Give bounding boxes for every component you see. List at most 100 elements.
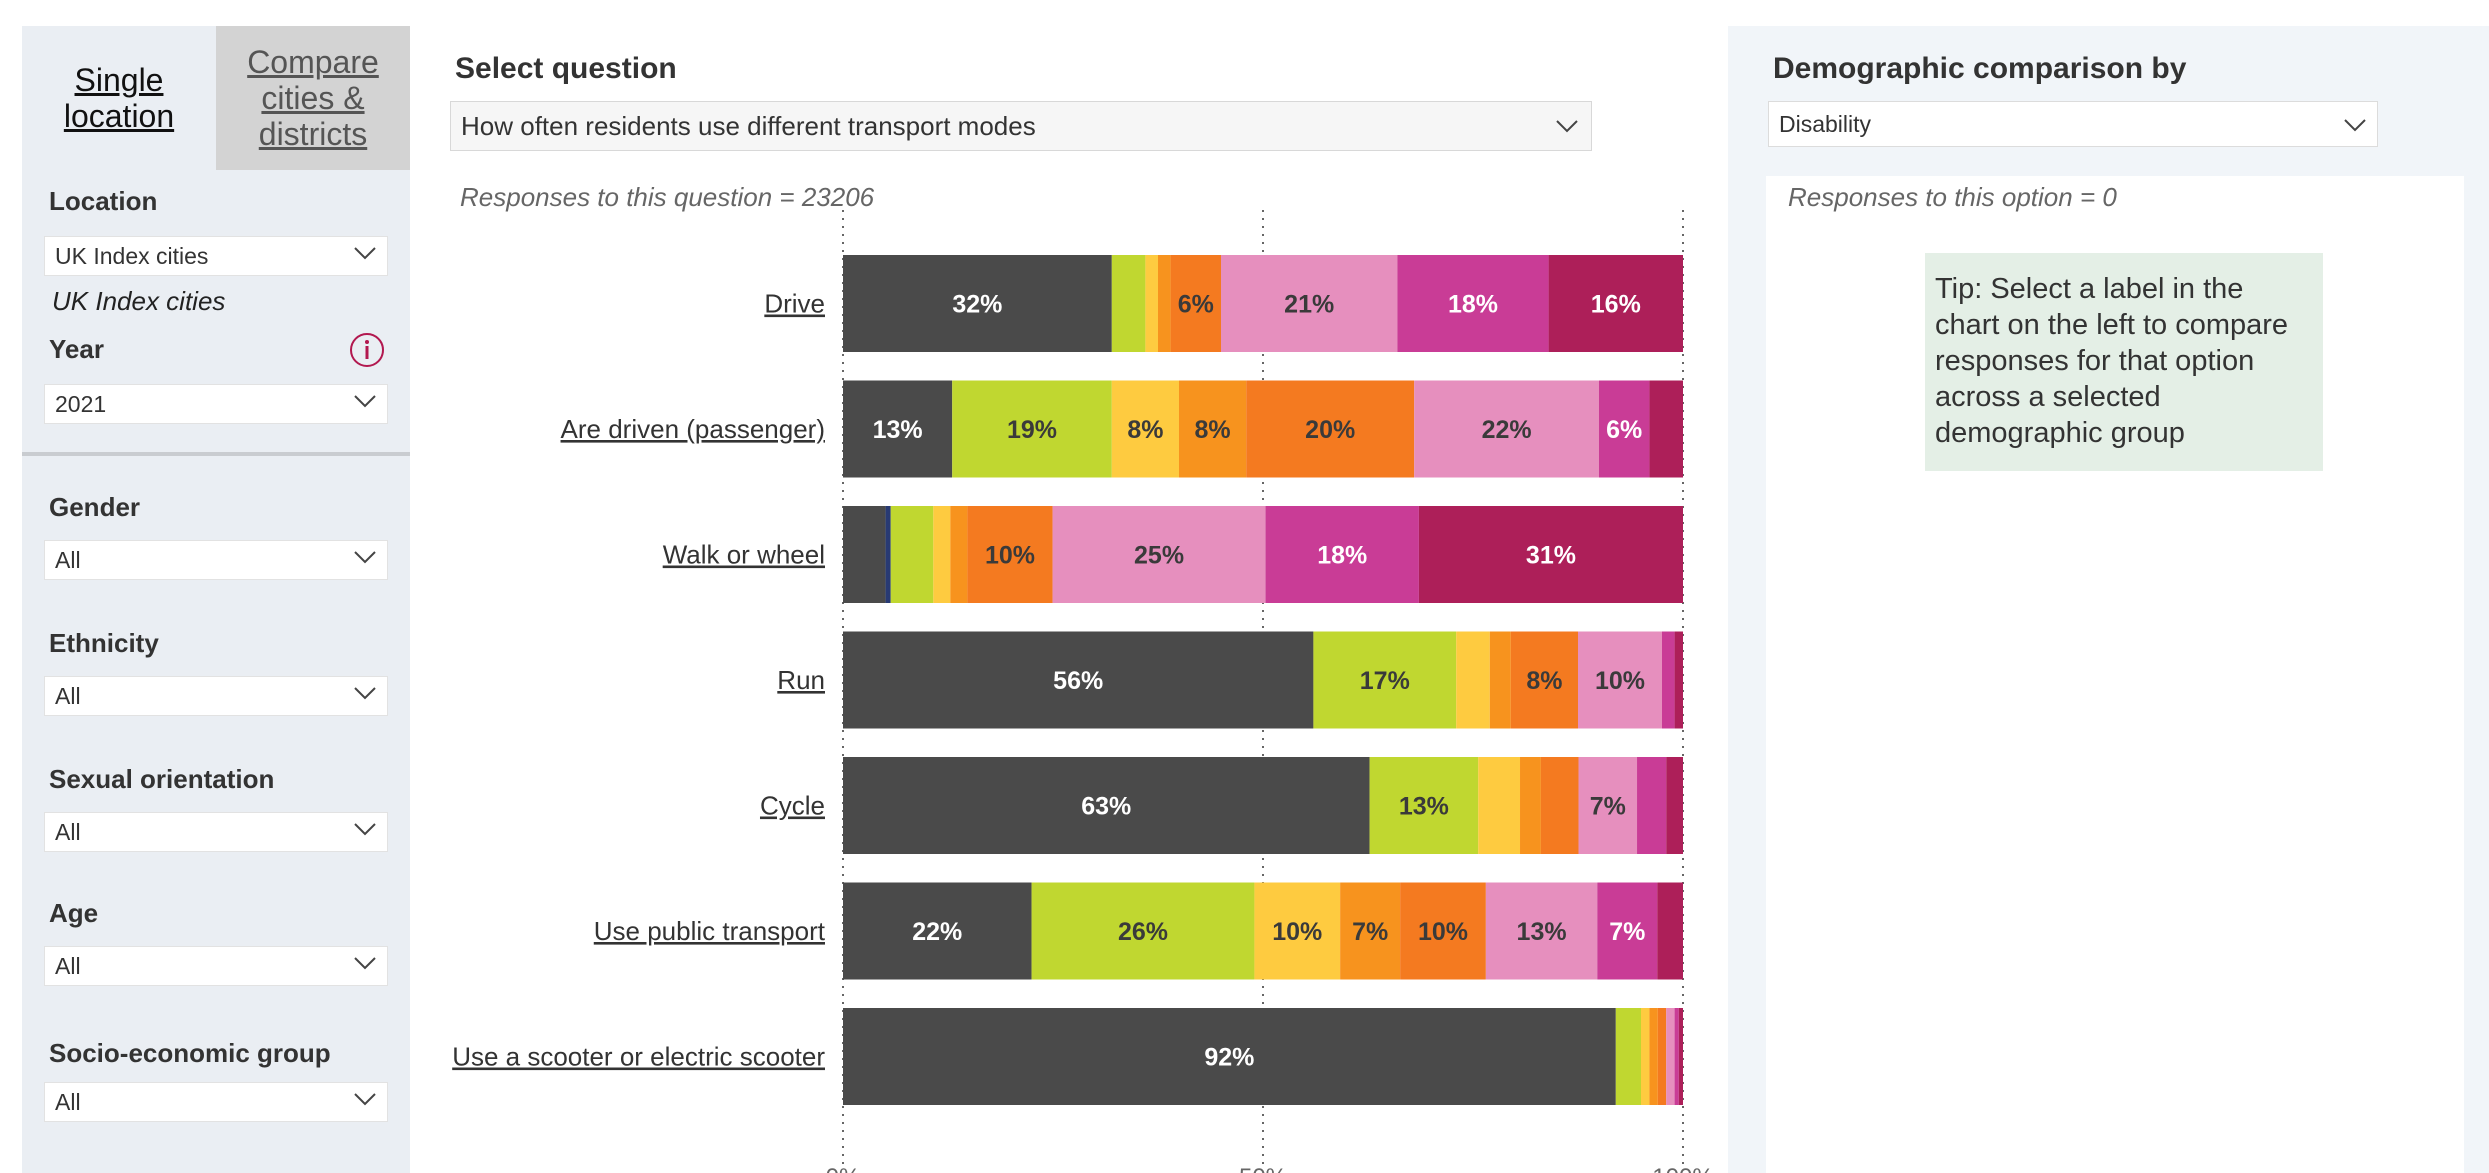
tab-compare-cities[interactable]: Compare cities & districts [216, 26, 410, 170]
bar-segment [1179, 380, 1247, 478]
data-label: 25% [1134, 542, 1184, 570]
sexual-orientation-label: Sexual orientation [49, 764, 275, 794]
location-value: UK Index cities [55, 242, 209, 269]
bar-segment [1674, 1008, 1679, 1105]
x-tick-label: 100% [1652, 1164, 1713, 1173]
tip-box: Tip: Select a label in the chart on the … [1925, 253, 2323, 471]
bar-segment [950, 506, 968, 603]
bar-segment [843, 380, 953, 478]
bar-segment [1418, 506, 1683, 603]
bar-segment [843, 631, 1314, 729]
bar-segment [843, 757, 1370, 854]
tab-single-location-label: Single location [63, 62, 175, 134]
ethnicity-dropdown[interactable]: All [44, 676, 388, 716]
chevron-down-icon [354, 687, 376, 700]
bar-segment [843, 506, 886, 603]
gender-value: All [55, 546, 81, 573]
data-label: 7% [1590, 793, 1626, 821]
bar-segment [1145, 255, 1158, 352]
bar-segment [1578, 757, 1638, 854]
category-label[interactable]: Are driven (passenger) [561, 414, 825, 444]
ethnicity-label: Ethnicity [49, 628, 159, 658]
bar-segment [1657, 882, 1683, 980]
data-label: 21% [1284, 291, 1334, 319]
bar-segment [1246, 380, 1415, 478]
category-label[interactable]: Use public transport [594, 916, 826, 946]
x-tick-label: 50% [1239, 1164, 1287, 1173]
demographic-title: Demographic comparison by [1773, 52, 2187, 85]
data-label: 17% [1360, 667, 1410, 695]
category-label[interactable]: Cycle [760, 791, 825, 821]
data-label: 22% [912, 918, 962, 946]
data-label: 18% [1448, 291, 1498, 319]
bar-segment [1254, 882, 1341, 980]
chevron-down-icon [354, 957, 376, 970]
chevron-down-icon [354, 1093, 376, 1106]
tab-compare-cities-label: Compare cities & districts [247, 44, 379, 152]
bar-segment [1649, 1008, 1658, 1105]
info-icon[interactable] [349, 332, 385, 368]
data-label: 10% [1595, 667, 1645, 695]
bar-segment [890, 506, 934, 603]
sexual-orientation-dropdown[interactable]: All [44, 812, 388, 852]
bar-segment [843, 882, 1032, 980]
data-label: 63% [1081, 793, 1131, 821]
category-label[interactable]: Use a scooter or electric scooter [452, 1042, 825, 1072]
bar-segment [1478, 757, 1521, 854]
bar-segment [1340, 882, 1401, 980]
bar-segment [933, 506, 951, 603]
bar-segment [1158, 255, 1171, 352]
bar-segment [885, 506, 891, 603]
data-label: 19% [1007, 416, 1057, 444]
bar-segment [1540, 757, 1579, 854]
chevron-down-icon [354, 551, 376, 564]
demographic-value: Disability [1779, 110, 1872, 137]
location-dropdown[interactable]: UK Index cities [44, 236, 388, 276]
category-label[interactable]: Run [777, 665, 825, 695]
bar-segment [1578, 631, 1662, 729]
data-label: 6% [1178, 291, 1214, 319]
chevron-down-icon [354, 395, 376, 408]
category-label[interactable]: Drive [764, 289, 825, 319]
bar-segment [1674, 631, 1683, 729]
data-label: 10% [985, 542, 1035, 570]
data-label: 7% [1609, 918, 1645, 946]
bar-segment [1599, 380, 1650, 478]
option-response-count: Responses to this option = 0 [1788, 182, 2117, 212]
age-dropdown[interactable]: All [44, 946, 388, 986]
bar-segment [1052, 506, 1266, 603]
tab-single-location[interactable]: Single location [22, 26, 216, 170]
bar-segment [1414, 380, 1599, 478]
location-label: Location [49, 186, 158, 216]
data-label: 13% [873, 416, 923, 444]
bar-segment [1485, 882, 1598, 980]
data-label: 10% [1272, 918, 1322, 946]
bar-segment [1170, 255, 1221, 352]
bar-segment [1678, 1008, 1683, 1105]
x-tick-label: 0% [826, 1164, 861, 1173]
data-label: 8% [1195, 416, 1231, 444]
bar-segment [843, 255, 1112, 352]
data-label: 31% [1526, 542, 1576, 570]
year-dropdown[interactable]: 2021 [44, 384, 388, 424]
data-label: 6% [1606, 416, 1642, 444]
question-dropdown[interactable]: How often residents use different transp… [450, 101, 1592, 151]
bar-segment [1662, 631, 1675, 729]
socio-economic-dropdown[interactable]: All [44, 1082, 388, 1122]
demographic-dropdown[interactable]: Disability [1768, 101, 2378, 147]
category-label[interactable]: Walk or wheel [663, 540, 825, 570]
location-note: UK Index cities [52, 286, 226, 316]
data-label: 8% [1526, 667, 1562, 695]
bar-segment [1548, 255, 1683, 352]
data-label: 20% [1305, 416, 1355, 444]
data-label: 26% [1118, 918, 1168, 946]
data-label: 92% [1204, 1044, 1254, 1072]
chevron-down-icon [354, 247, 376, 260]
gender-dropdown[interactable]: All [44, 540, 388, 580]
ethnicity-value: All [55, 682, 81, 709]
bar-segment [1666, 757, 1683, 854]
bar-segment [1510, 631, 1578, 729]
bar-segment [1597, 882, 1658, 980]
bar-segment [1520, 757, 1541, 854]
socio-economic-label: Socio-economic group [49, 1038, 331, 1068]
